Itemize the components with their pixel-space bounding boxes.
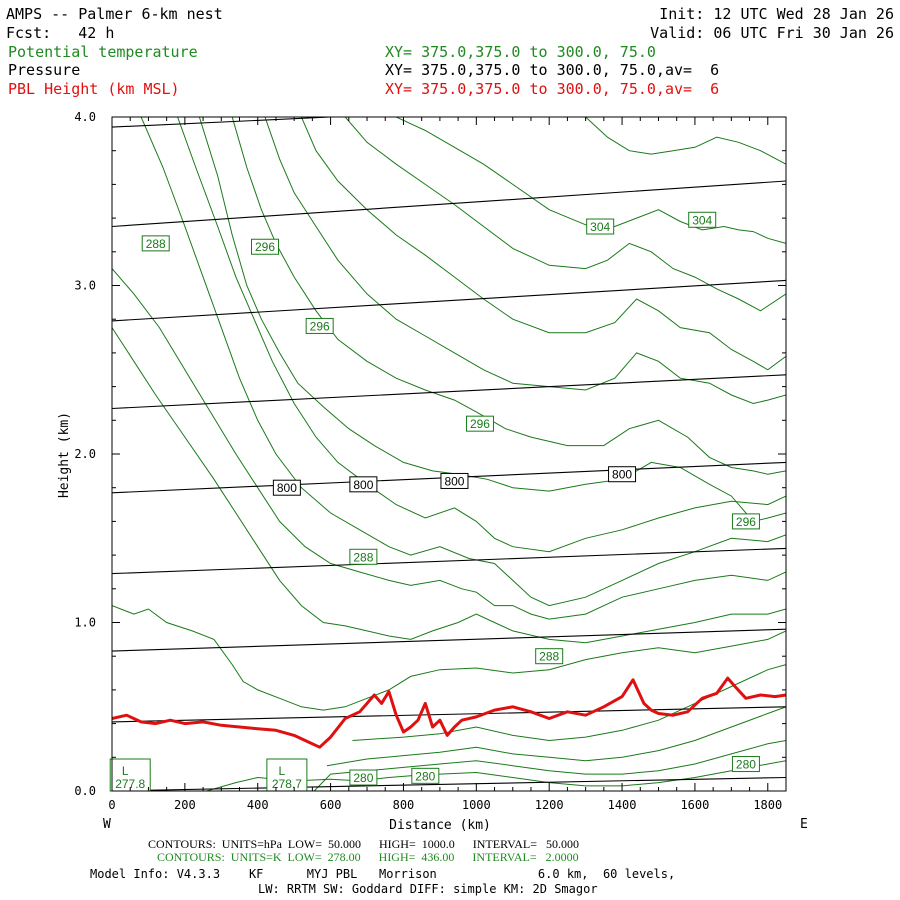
- y-tick-label: 1.0: [74, 616, 96, 630]
- svg-text:800: 800: [277, 481, 297, 495]
- theta-contour-288: [112, 327, 786, 644]
- theta-label: 280: [349, 769, 378, 786]
- x-tick-label: 0: [108, 798, 115, 812]
- footer-pressure-contours: CONTOURS: UNITS=hPa LOW= 50.000 HIGH= 10…: [148, 837, 579, 851]
- theta-label: 304: [586, 218, 615, 235]
- pressure-contour-650: [112, 180, 786, 228]
- axes: 0 200 400 600 800 1000 1200 1400 1600 1800 0.0 1.0 2…: [74, 110, 786, 812]
- pbl-height-series: [112, 676, 786, 749]
- west-label: W: [103, 817, 111, 832]
- x-tick-label: 800: [393, 798, 415, 812]
- svg-text:288: 288: [146, 237, 166, 251]
- y-tick-label: 2.0: [74, 447, 96, 461]
- svg-text:296: 296: [255, 240, 275, 254]
- svg-text:277.8: 277.8: [115, 777, 145, 791]
- x-tick-label: 400: [247, 798, 269, 812]
- pressure-contour-700: [112, 279, 786, 322]
- theta-contour-306: [585, 117, 786, 165]
- theta-contour-282: [313, 740, 786, 791]
- y-tick-label: 0.0: [74, 784, 96, 798]
- svg-text:304: 304: [692, 213, 712, 227]
- east-label: E: [800, 817, 808, 832]
- theta-contour-292: [140, 117, 786, 607]
- header-valid: Valid: 06 UTC Fri 30 Jan 26: [650, 24, 894, 42]
- x-tick-label: 1800: [753, 798, 782, 812]
- pressure-contour-850: [112, 547, 786, 575]
- theta-contour-288: [112, 605, 786, 711]
- theta-contour-296: [231, 117, 786, 475]
- pressure-label: 800: [608, 466, 637, 483]
- svg-text:800: 800: [612, 468, 632, 482]
- x-tick-label: 1600: [680, 798, 709, 812]
- field-pbl-label: PBL Height (km MSL): [8, 80, 180, 98]
- theta-label: 280: [411, 767, 440, 784]
- header-forecast: Fcst: 42 h: [6, 24, 114, 42]
- footer-model-info: Model Info: V4.3.3 KF MYJ PBL Morrison 6…: [90, 867, 675, 881]
- theta-contours: [112, 117, 786, 791]
- xy-pressure: XY= 375.0,375.0 to 300.0, 75.0,av= 6: [385, 61, 719, 79]
- header-title: AMPS -- Palmer 6-km nest: [6, 5, 223, 23]
- theta-label: 288: [535, 648, 564, 665]
- theta-contour-300: [300, 117, 786, 371]
- theta-contour-286: [352, 664, 786, 742]
- x-tick-label: 1000: [462, 798, 491, 812]
- pressure-contour-950: [112, 706, 786, 723]
- svg-text:280: 280: [353, 771, 373, 785]
- theta-label: 296: [251, 238, 280, 255]
- svg-text:296: 296: [736, 515, 756, 529]
- theta-label: 296: [731, 513, 760, 530]
- footer-theta-contours: CONTOURS: UNITS=K LOW= 278.00 HIGH= 436.…: [157, 850, 579, 864]
- theta-contour-304: [395, 117, 786, 244]
- x-tick-label: 600: [320, 798, 342, 812]
- svg-text:L: L: [279, 764, 286, 778]
- pressure-contours: [112, 117, 786, 791]
- theta-label: 304: [688, 211, 717, 228]
- svg-text:L: L: [122, 764, 129, 778]
- svg-text:280: 280: [736, 758, 756, 772]
- theta-contour-294: [177, 117, 786, 553]
- pressure-label: 800: [272, 479, 301, 496]
- xy-pbl: XY= 375.0,375.0 to 300.0, 75.0,av= 6: [385, 80, 719, 98]
- theta-contour-290: [112, 268, 786, 620]
- header-init: Init: 12 UTC Wed 28 Jan 26: [659, 5, 894, 23]
- svg-text:288: 288: [539, 650, 559, 664]
- pressure-contour-750: [112, 374, 786, 410]
- y-tick-label: 3.0: [74, 279, 96, 293]
- svg-text:296: 296: [470, 417, 490, 431]
- x-tick-label: 1200: [535, 798, 564, 812]
- pressure-contour-900: [112, 628, 786, 652]
- theta-contour-284: [326, 706, 786, 767]
- x-tick-label: 200: [174, 798, 196, 812]
- theta-label: 280: [731, 756, 760, 773]
- svg-text:800: 800: [444, 474, 464, 488]
- pressure-label: 800: [349, 476, 378, 493]
- pressure-contour-1000: [112, 776, 786, 791]
- x-axis-label: Distance (km): [389, 818, 491, 833]
- theta-label: 288: [349, 548, 378, 565]
- contour-labels: 800 800 800 800 288 296 296 304 304 296 296 288 288 2…: [109, 211, 760, 792]
- svg-text:288: 288: [353, 550, 373, 564]
- field-theta-label: Potential temperature: [8, 43, 198, 61]
- xy-theta: XY= 375.0,375.0 to 300.0, 75.0: [385, 43, 656, 61]
- field-pressure-label: Pressure: [8, 61, 80, 79]
- theta-contour-298: [264, 117, 786, 405]
- theta-label: 296: [465, 415, 494, 432]
- theta-label: 296: [305, 317, 334, 334]
- pbl-height-line: [112, 676, 786, 749]
- svg-text:304: 304: [590, 220, 610, 234]
- x-tick-label: 1400: [608, 798, 637, 812]
- plot-frame: [111, 116, 787, 792]
- svg-text:280: 280: [415, 769, 435, 783]
- theta-label: 288: [141, 235, 170, 252]
- y-tick-label: 4.0: [74, 110, 96, 124]
- theta-contour-302: [344, 117, 786, 312]
- y-axis-label: Height (km): [57, 412, 72, 498]
- footer-physics: LW: RRTM SW: Goddard DIFF: simple KM: 2D…: [258, 882, 598, 896]
- svg-text:800: 800: [353, 478, 373, 492]
- pressure-label: 800: [440, 472, 469, 489]
- svg-text:296: 296: [310, 319, 330, 333]
